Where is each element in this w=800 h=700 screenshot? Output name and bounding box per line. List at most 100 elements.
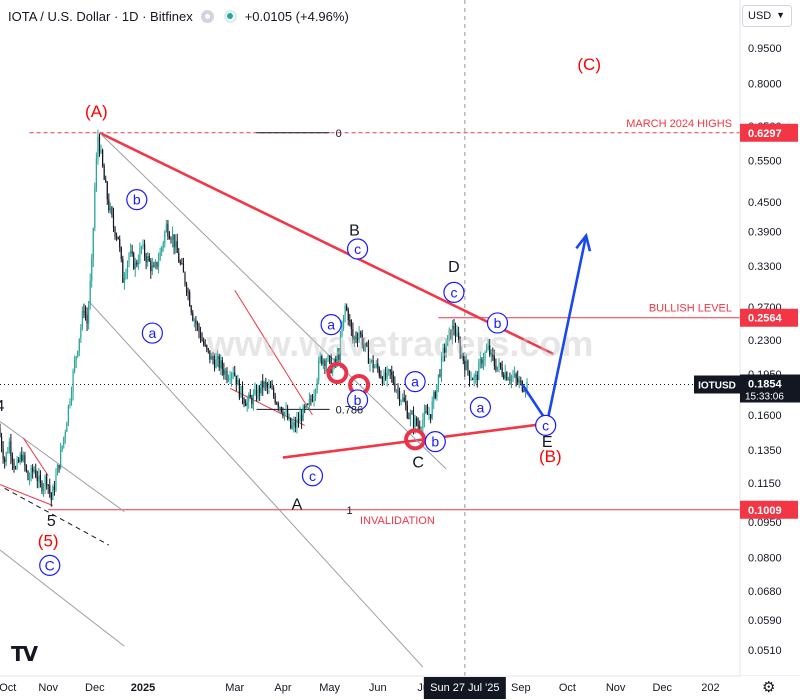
- wave-label: a: [148, 325, 156, 341]
- candle-body: [156, 261, 158, 267]
- gear-icon[interactable]: ⚙: [762, 679, 776, 696]
- candle-body: [513, 374, 516, 377]
- currency-selector[interactable]: USD ▼: [742, 5, 792, 27]
- candle-body: [485, 349, 488, 353]
- y-tick-label: 0.2300: [748, 335, 782, 347]
- chart-header: IOTA / U.S. Dollar · 1D · Bitfinex +0.01…: [8, 4, 349, 28]
- candle-body: [102, 149, 104, 167]
- candle-body: [95, 158, 97, 188]
- candle-body: [478, 362, 480, 381]
- candle-body: [2, 448, 4, 459]
- candle-body: [123, 277, 125, 283]
- x-tick-label: Sep: [511, 682, 531, 694]
- candle-body: [168, 236, 171, 239]
- candle-body: [308, 399, 310, 405]
- candle-body: [271, 387, 273, 389]
- price-badge-label: 0.2564: [748, 313, 783, 325]
- candle-body: [458, 332, 460, 342]
- candle-body: [498, 362, 500, 367]
- candle-body: [269, 385, 272, 388]
- candle-body: [209, 350, 211, 360]
- candle-body: [428, 414, 430, 416]
- candle-body: [346, 305, 348, 310]
- candle-body: [503, 374, 505, 379]
- candle-body: [106, 182, 108, 200]
- candle-body: [397, 390, 399, 392]
- candle-body: [291, 425, 293, 429]
- candle-body: [310, 399, 312, 401]
- ticker-label: IOTUSD: [698, 380, 736, 391]
- wave-circle: [320, 314, 342, 336]
- candle-body: [475, 375, 477, 377]
- candle-body: [19, 454, 21, 462]
- fib-label: 0: [336, 128, 342, 140]
- candle-body: [60, 449, 62, 469]
- candle-body: [332, 367, 334, 373]
- crosshair-date-label: Sun 27 Jul '25: [430, 682, 499, 694]
- candle-body: [176, 241, 178, 253]
- candle-body: [453, 326, 455, 330]
- dashed-support-line: [4, 487, 110, 546]
- candle-body: [94, 187, 96, 229]
- candle-body: [36, 477, 38, 482]
- candle-body: [69, 402, 71, 406]
- candle-body: [467, 360, 469, 371]
- candle-body: [414, 418, 416, 428]
- candle-body: [496, 366, 499, 371]
- symbol-title[interactable]: IOTA / U.S. Dollar · 1D · Bitfinex: [8, 8, 193, 24]
- candle-body: [420, 428, 422, 430]
- candle-body: [392, 375, 394, 384]
- candle-body: [468, 370, 471, 380]
- wave-label: (5): [38, 531, 59, 550]
- y-tick-label: 0.4500: [748, 197, 782, 209]
- candle-body: [499, 362, 502, 368]
- candle-body: [257, 387, 259, 399]
- candle-body: [249, 394, 251, 398]
- candle-body: [321, 355, 323, 365]
- candle-body: [210, 355, 213, 360]
- candle-body: [470, 379, 472, 381]
- wave-label: C: [45, 557, 55, 573]
- candle-body: [293, 422, 295, 426]
- wave-circle: [469, 396, 491, 418]
- candle-body: [274, 395, 276, 403]
- candle-body: [448, 329, 450, 336]
- candle-body: [7, 452, 9, 454]
- candle-body: [150, 261, 152, 272]
- candle-body: [49, 485, 51, 493]
- candle-body: [243, 399, 245, 404]
- candle-body: [193, 320, 195, 322]
- candle-body: [33, 469, 35, 472]
- candle-body: [81, 310, 83, 328]
- y-tick-label: 0.5500: [748, 156, 782, 168]
- candle-body: [276, 402, 278, 404]
- candle-body: [147, 256, 149, 263]
- candle-body: [476, 375, 478, 381]
- projection-arrowhead: [575, 232, 592, 252]
- candle-body: [198, 324, 200, 332]
- wave-label: B: [349, 222, 360, 239]
- candle-body: [52, 486, 54, 501]
- candle-body: [335, 359, 337, 362]
- x-tick-label: 202: [701, 682, 719, 694]
- candle-body: [400, 400, 402, 402]
- candle-body: [456, 332, 458, 337]
- current-price-badge: [740, 374, 800, 403]
- candle-body: [462, 353, 464, 361]
- candle-body: [140, 246, 143, 249]
- candle-body: [297, 419, 300, 422]
- price-badge-label: 0.1009: [748, 505, 782, 517]
- price-axis-bg: [740, 0, 800, 700]
- candle-body: [229, 378, 231, 380]
- candle-body: [279, 407, 281, 409]
- candle-body: [369, 360, 371, 364]
- channel-1-line: [99, 132, 447, 470]
- candle-body: [311, 399, 314, 401]
- candle-body: [100, 149, 102, 153]
- candle-body: [74, 360, 76, 372]
- wave-label: b: [494, 315, 502, 331]
- x-tick-label: Nov: [606, 682, 626, 694]
- tradingview-logo-icon[interactable]: TV: [11, 642, 38, 666]
- candle-body: [185, 283, 188, 292]
